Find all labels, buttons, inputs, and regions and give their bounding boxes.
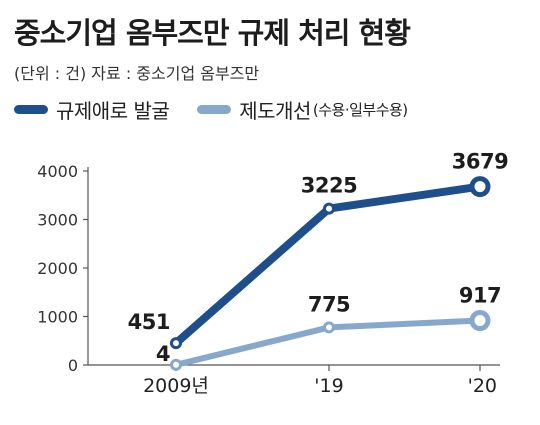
data-label: 917 bbox=[459, 284, 501, 308]
y-tick-label: 0 bbox=[68, 356, 78, 375]
data-labels: 451 3225 3679 4 775 917 bbox=[128, 150, 509, 366]
data-label: 3225 bbox=[301, 174, 357, 198]
y-tick-label: 4000 bbox=[37, 162, 78, 181]
legend-item-improvement: 제도개선 (수용·일부수용) bbox=[197, 95, 408, 124]
x-tick-label: '19 bbox=[314, 375, 343, 397]
data-label: 4 bbox=[156, 342, 170, 366]
data-point bbox=[170, 337, 182, 350]
data-point bbox=[469, 176, 491, 198]
y-axis-ticks: 0 1000 2000 3000 4000 bbox=[37, 162, 88, 375]
x-axis-ticks: 2009년 '19 '20 bbox=[143, 365, 497, 397]
legend-label-improvement: 제도개선 bbox=[239, 98, 311, 123]
chart-title: 중소기업 옴부즈만 규제 처리 현황 bbox=[14, 16, 411, 50]
data-point bbox=[469, 310, 491, 332]
data-point bbox=[170, 358, 182, 371]
data-point bbox=[323, 202, 335, 215]
y-tick-label: 3000 bbox=[37, 211, 78, 230]
y-tick-label: 2000 bbox=[37, 259, 78, 278]
legend-label-discovery: 규제애로 발굴 bbox=[56, 98, 170, 123]
x-tick-label: '20 bbox=[468, 375, 497, 397]
y-tick-label: 1000 bbox=[37, 308, 78, 327]
data-label: 3679 bbox=[452, 150, 508, 174]
legend-swatch-discovery bbox=[14, 104, 48, 114]
legend-item-discovery: 규제애로 발굴 bbox=[14, 95, 170, 124]
legend: 규제애로 발굴 제도개선 (수용·일부수용) bbox=[14, 95, 436, 124]
data-point bbox=[323, 321, 335, 334]
axes bbox=[87, 167, 500, 366]
series-lines bbox=[170, 176, 491, 371]
legend-note-improvement: (수용·일부수용) bbox=[312, 100, 408, 119]
x-tick-label: 2009년 bbox=[143, 375, 209, 397]
chart-subtitle: (단위 : 건) 자료 : 중소기업 옴부즈만 bbox=[14, 64, 260, 83]
legend-swatch-improvement bbox=[197, 104, 232, 114]
data-label: 451 bbox=[128, 310, 170, 334]
data-label: 775 bbox=[308, 292, 350, 316]
